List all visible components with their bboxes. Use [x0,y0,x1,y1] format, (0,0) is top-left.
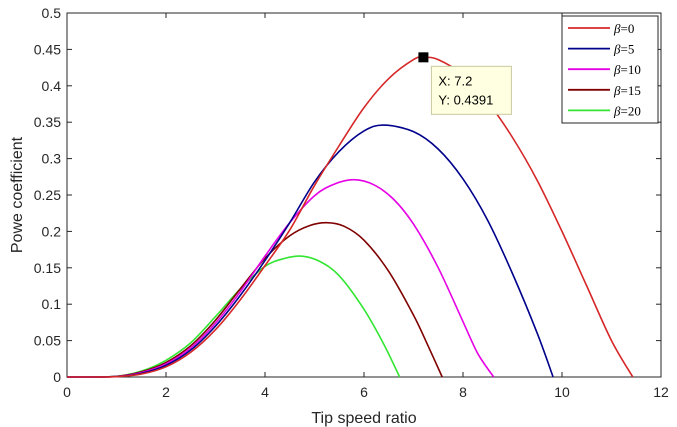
data-tip-y-text: Y: 0.4391 [438,92,493,107]
x-tick-label: 6 [360,384,368,400]
y-tick-label: 0.1 [42,296,62,312]
series-line-beta-5 [67,124,554,378]
data-tip-box [430,65,512,115]
legend-beta-symbol: β [613,42,621,57]
legend-label-beta-20: β=20 [613,103,641,118]
legend-value: =15 [620,83,640,98]
x-tick-label: 8 [459,384,467,400]
x-tick-label: 0 [63,384,71,400]
legend-value: =0 [620,21,634,36]
legend-value: =5 [620,42,634,57]
legend: β=0β=5β=10β=15β=20 [561,15,659,124]
data-tip-marker [418,52,429,63]
y-tick-label: 0.2 [42,223,62,239]
series-layer [67,56,634,378]
legend-beta-symbol: β [613,62,621,77]
x-tick-label: 4 [261,384,269,400]
y-tick-label: 0.35 [34,114,61,130]
data-tip-x-text: X: 7.2 [438,73,472,88]
x-axis-title: Tip speed ratio [311,410,416,427]
legend-label-beta-5: β=5 [613,42,634,57]
legend-beta-symbol: β [613,21,621,36]
legend-label-beta-0: β=0 [613,21,634,36]
y-tick-label: 0.15 [34,260,61,276]
y-tick-label: 0.25 [34,187,61,203]
y-tick-label: 0.3 [42,151,62,167]
legend-label-beta-15: β=15 [613,83,641,98]
y-axis-title: Powe coefficient [9,136,26,253]
y-tick-label: 0.05 [34,333,61,349]
annotation-layer: X: 7.2 Y: 0.4391 [418,52,512,115]
y-tick-label: 0.45 [34,41,61,57]
y-tick-label: 0.4 [42,78,62,94]
legend-beta-symbol: β [613,83,621,98]
x-tick-label: 10 [554,384,570,400]
y-tick-label: 0.5 [42,5,62,21]
series-line-beta-0 [67,56,634,378]
legend-value: =10 [620,62,640,77]
y-tick-label: 0 [53,369,61,385]
legend-beta-symbol: β [613,103,621,118]
legend-value: =20 [620,103,640,118]
x-tick-label: 12 [653,384,669,400]
legend-label-beta-10: β=10 [613,62,641,77]
x-tick-label: 2 [162,384,170,400]
